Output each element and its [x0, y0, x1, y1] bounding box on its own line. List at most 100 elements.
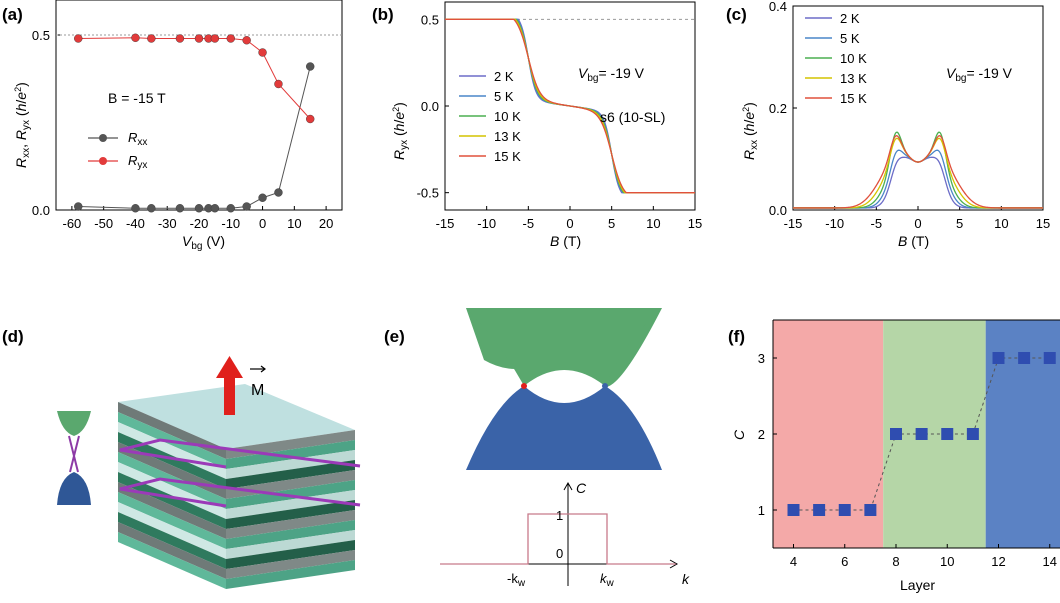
- magnetization-label: M: [251, 382, 264, 399]
- layer-right-face: [226, 560, 355, 589]
- b-legend-label: 10 K: [494, 109, 521, 124]
- a-data-point: [194, 204, 204, 213]
- panel-a-frame: [55, 0, 343, 211]
- a-data-point: [74, 202, 83, 211]
- layer-right-face: [226, 460, 355, 489]
- f-xtick-label: 14: [1043, 554, 1057, 569]
- b-xtick-label: 10: [646, 216, 660, 231]
- a-xtick-label: 10: [287, 216, 301, 231]
- b-xtick-label: 0: [566, 216, 573, 231]
- c-xtick-label: -5: [871, 216, 883, 231]
- c-series-line: [793, 131, 1043, 209]
- layer-right-face: [226, 500, 355, 529]
- a-series-line: [78, 37, 311, 120]
- panel-c-frame: [792, 5, 1044, 211]
- f-data-point: [838, 504, 851, 516]
- a-data-point: [242, 36, 251, 45]
- c-legend-label: 13 K: [840, 71, 867, 86]
- a-xtick-label: -20: [190, 216, 209, 231]
- panel-b-xlabel: B (T): [550, 233, 581, 249]
- c-xtick-label: -15: [784, 216, 803, 231]
- panel-e-ytick-1: 1: [556, 508, 563, 523]
- a-ytick-label: 0.0: [32, 203, 50, 218]
- panel-e-ytick-0: 0: [556, 546, 563, 561]
- c-legend-label: 15 K: [840, 91, 867, 106]
- panel-e-xtick-right: kw: [600, 571, 615, 589]
- c-xtick-label: 5: [956, 216, 963, 231]
- f-ytick-label: 3: [758, 351, 765, 366]
- layer-left-face: [118, 532, 226, 589]
- layer-left-face: [118, 502, 226, 559]
- f-data-point: [787, 504, 800, 516]
- a-data-point: [226, 34, 235, 43]
- f-data-point: [1018, 352, 1031, 364]
- b-legend-label: 2 K: [494, 69, 514, 84]
- panel-b-ylabel: Ryx (h/e2): [391, 102, 410, 160]
- magnetization-arrow-shaft: [224, 375, 235, 415]
- f-xtick-label: 6: [841, 554, 848, 569]
- layer-left-face: [118, 472, 226, 529]
- a-data-point: [210, 34, 220, 43]
- c-ytick-label: 0.0: [769, 203, 787, 218]
- a-data-point: [306, 114, 315, 124]
- edge-current-upper: [119, 438, 361, 469]
- c-legend-label: 10 K: [840, 51, 867, 66]
- a-xtick-label: -60: [62, 216, 81, 231]
- panel-b: (b) -15 -10 -5 0 5 10 15 -0.5 0.0 0.5 B (T) Ryx (…: [372, 1, 702, 249]
- c-xtick-label: 10: [994, 216, 1008, 231]
- panel-e-xlabel: k: [682, 571, 690, 587]
- f-ytick-label: 1: [758, 503, 765, 518]
- b-ytick-label: 0.0: [421, 99, 439, 114]
- b-xtick-label: 15: [688, 216, 702, 231]
- panel-d-label: (d): [2, 327, 24, 346]
- panel-c-legend: 2 K 5 K 10 K 13 K 15 K: [805, 11, 867, 106]
- a-data-point: [175, 204, 185, 213]
- layer-left-face: [118, 492, 226, 549]
- b-series-line: [445, 18, 695, 194]
- f-xtick-label: 8: [892, 554, 899, 569]
- f-data-point: [992, 352, 1005, 364]
- b-legend-label: 13 K: [494, 129, 521, 144]
- a-data-point: [210, 204, 220, 213]
- panel-c-voltage: Vbg= -19 V: [946, 65, 1013, 84]
- layer-left-face: [118, 512, 226, 569]
- b-xtick-label: -5: [523, 216, 535, 231]
- weyl-point-left: [521, 383, 527, 389]
- a-xtick-label: -30: [158, 216, 177, 231]
- a-data-point: [194, 34, 204, 43]
- a-data-point: [274, 188, 283, 197]
- b-ytick-label: 0.5: [421, 12, 439, 27]
- panel-c-plot: [793, 131, 1043, 209]
- panel-b-voltage: Vbg= -19 V: [578, 65, 645, 84]
- panel-e-xtick-left: -kw: [507, 571, 526, 589]
- b-ytick-label: -0.5: [417, 186, 439, 201]
- a-xtick-label: -50: [94, 216, 113, 231]
- panel-e-ylabel: C: [576, 480, 587, 496]
- f-xtick-label: 10: [940, 554, 954, 569]
- c-xtick-label: 15: [1036, 216, 1050, 231]
- layer-right-face: [226, 510, 355, 539]
- a-data-point: [242, 202, 251, 211]
- c-legend-label: 5 K: [840, 31, 860, 46]
- panel-f-xlabel: Layer: [900, 577, 935, 593]
- a-data-point: [306, 62, 315, 71]
- a-data-point: [74, 34, 83, 43]
- conduction-band-fill: [466, 308, 662, 386]
- panel-f-ylabel: C: [731, 429, 747, 440]
- layer-right-face: [226, 540, 355, 569]
- b-xtick-label: 5: [608, 216, 615, 231]
- panel-a-xlabel: Vbg (V): [182, 233, 225, 252]
- panel-a-label: (a): [2, 5, 23, 24]
- layered-block: [118, 384, 361, 589]
- panel-a-legend: Rxx Ryx: [88, 130, 147, 171]
- panel-c-label: (c): [726, 5, 747, 24]
- f-xtick-label: 12: [991, 554, 1005, 569]
- f-data-point: [915, 428, 928, 440]
- b-xtick-label: -15: [436, 216, 455, 231]
- c-series-line: [793, 149, 1043, 209]
- panel-d: (d) M: [2, 327, 361, 589]
- panel-f-label: (f): [728, 327, 745, 346]
